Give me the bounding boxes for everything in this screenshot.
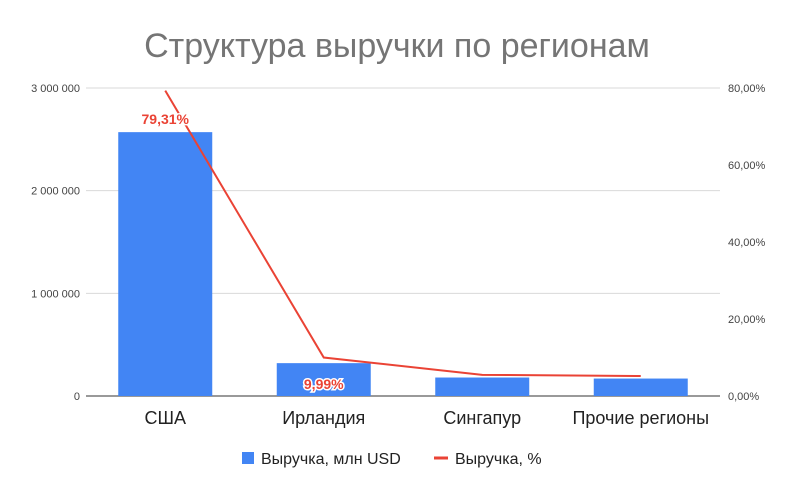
line-series [164,90,641,377]
chart-title: Структура выручки по регионам [144,27,650,65]
data-label: 79,31% [142,111,190,127]
data-labels: 79,31% 9,99% [140,110,346,394]
y-right-tick-label: 60,00% [728,160,766,172]
legend-swatch-line [434,456,448,460]
legend-label: Выручка, млн USD [261,451,401,468]
y-left-tick-label: 1 000 000 [31,288,80,300]
y-left-tick-label: 2 000 000 [31,186,80,198]
legend-swatch-bar [242,452,254,464]
bar-series [118,132,688,396]
bar [593,378,688,396]
x-tick-label: Прочие регионы [572,408,709,428]
x-axis: США Ирландия Сингапур Прочие регионы [144,408,709,428]
data-label: 9,99% [304,376,344,392]
x-tick-label: США [144,408,186,428]
x-tick-label: Ирландия [282,408,365,428]
y-axis-left: 0 1 000 000 2 000 000 3 000 000 [31,83,80,403]
y-right-tick-label: 40,00% [728,237,766,249]
y-axis-right: 0,00% 20,00% 40,00% 60,00% 80,00% [728,83,766,403]
y-right-tick-label: 20,00% [728,314,766,326]
bar [435,377,530,396]
bar [118,132,213,396]
y-right-tick-label: 80,00% [728,83,766,95]
legend: Выручка, млн USD Выручка, % [242,451,542,468]
legend-label: Выручка, % [455,451,542,468]
y-right-tick-label: 0,00% [728,391,759,403]
x-tick-label: Сингапур [443,408,521,428]
bar [276,363,371,396]
y-left-tick-label: 3 000 000 [31,83,80,95]
line-series-path [164,90,641,377]
y-left-tick-label: 0 [74,391,80,403]
